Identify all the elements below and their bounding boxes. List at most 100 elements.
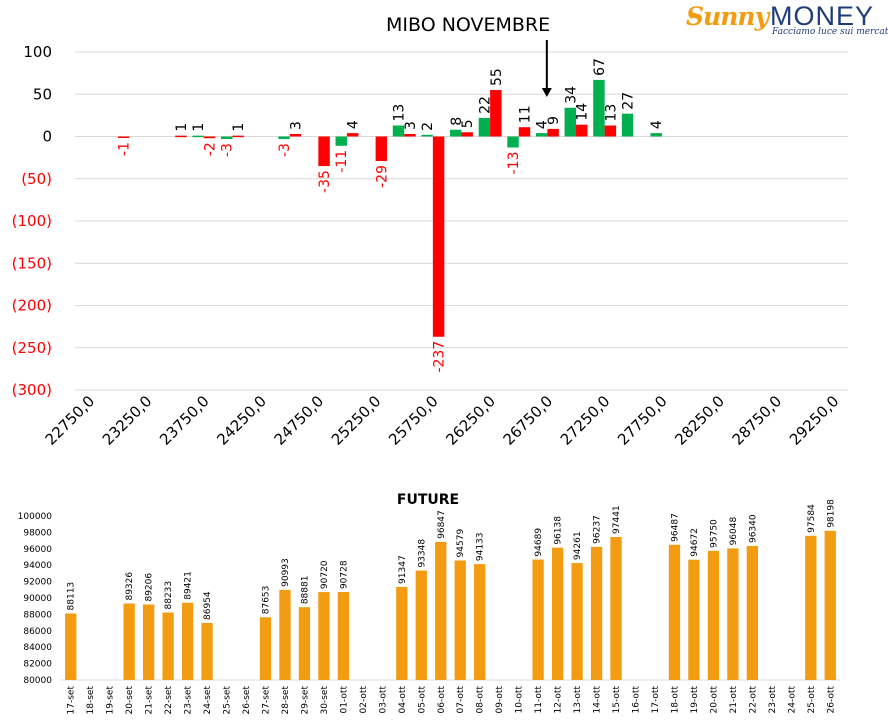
x-tick-label: 23750,0 — [156, 392, 213, 449]
future-bar — [746, 546, 759, 680]
put-bar — [117, 136, 130, 138]
put-bar — [375, 136, 388, 162]
put-data-label: 55 — [489, 68, 505, 86]
future-data-label: 94579 — [456, 529, 466, 558]
future-x-tick-label: 14-ott — [593, 686, 603, 714]
future-bar — [337, 592, 350, 680]
future-x-tick-label: 19-ott — [690, 686, 700, 714]
future-x-tick-label: 09-ott — [495, 686, 505, 714]
future-title: FUTURE — [397, 492, 459, 508]
sun-icon: ✺ — [688, 12, 696, 22]
call-bar — [478, 117, 491, 137]
future-data-label: 96237 — [593, 515, 603, 544]
put-bar — [432, 136, 445, 337]
y-tick-label: (200) — [12, 297, 52, 315]
put-data-label: 11 — [517, 105, 533, 123]
future-bar — [201, 622, 213, 680]
future-x-tick-label: 06-ott — [437, 686, 447, 714]
call-bar — [564, 107, 577, 137]
future-x-tick-label: 21-set — [145, 686, 155, 715]
y-tick-label: (300) — [12, 381, 52, 399]
future-data-label: 94672 — [690, 528, 700, 557]
sunny-money-logo: ✺ Sunny MONEY Facciamo luce sui mercati — [686, 1, 888, 42]
put-data-label: 4 — [346, 120, 362, 129]
future-data-label: 91347 — [398, 555, 408, 584]
put-bar — [604, 125, 617, 137]
call-bar — [278, 136, 290, 140]
annotation-arrow-head — [541, 88, 552, 97]
future-data-label: 89206 — [145, 573, 155, 602]
put-bar — [232, 135, 244, 138]
future-data-label: 97584 — [807, 504, 817, 533]
call-data-label: 4 — [649, 120, 665, 129]
x-tick-label: 26250,0 — [442, 392, 499, 449]
future-x-tick-label: 17-ott — [651, 686, 661, 714]
future-bar — [396, 586, 408, 680]
future-data-label: 90993 — [281, 558, 291, 587]
future-x-tick-label: 15-ott — [612, 686, 622, 714]
future-x-tick-label: 07-ott — [456, 686, 466, 714]
future-bar — [688, 559, 700, 680]
future-x-tick-label: 20-ott — [709, 686, 719, 714]
call-data-label: 8 — [449, 117, 465, 126]
put-data-label: 1 — [231, 123, 247, 132]
y-tick-label: (250) — [12, 339, 52, 357]
future-y-tick-label: 98000 — [23, 528, 52, 538]
call-data-label: 1 — [191, 123, 207, 132]
x-tick-label: 27750,0 — [614, 392, 671, 449]
put-data-label: 14 — [575, 103, 591, 121]
x-tick-label: 24250,0 — [213, 392, 270, 449]
future-bar — [65, 613, 77, 680]
call-bar — [621, 113, 634, 137]
call-data-label: 13 — [392, 104, 408, 122]
future-data-label: 94261 — [573, 531, 583, 560]
put-bar — [576, 124, 588, 137]
future-x-tick-label: 16-ott — [632, 686, 642, 714]
future-y-tick-label: 82000 — [23, 660, 52, 670]
x-tick-label: 25250,0 — [328, 392, 385, 449]
future-bar — [727, 548, 739, 680]
put-bar — [404, 133, 416, 137]
future-data-label: 96138 — [554, 516, 564, 545]
y-tick-label: 0 — [42, 128, 52, 146]
logo-sunny: Sunny — [686, 2, 769, 31]
call-bar — [421, 134, 433, 137]
future-data-label: 86954 — [203, 591, 213, 620]
future-data-label: 95750 — [709, 519, 719, 548]
call-data-label: 34 — [563, 86, 579, 104]
call-bar — [392, 125, 405, 137]
future-bar — [551, 547, 564, 680]
future-x-tick-label: 26-set — [242, 686, 252, 715]
future-data-label: 88233 — [164, 581, 174, 610]
future-x-tick-label: 20-set — [125, 686, 135, 715]
call-data-label: -3 — [277, 143, 293, 157]
future-bar — [474, 564, 486, 680]
put-bar — [203, 136, 216, 139]
future-bar — [142, 604, 155, 680]
future-x-tick-label: 27-set — [261, 686, 271, 715]
call-data-label: 22 — [477, 96, 493, 114]
future-x-tick-label: 29-set — [300, 686, 310, 715]
future-x-tick-label: 03-ott — [378, 686, 388, 714]
future-data-label: 96340 — [748, 514, 758, 543]
future-x-tick-label: 26-ott — [826, 686, 836, 714]
x-tick-label: 25750,0 — [385, 392, 442, 449]
future-bar — [298, 607, 311, 680]
y-tick-label: 50 — [33, 85, 52, 103]
put-data-label: -2 — [203, 142, 219, 156]
future-x-tick-label: 23-set — [184, 686, 194, 715]
call-bar — [650, 133, 662, 137]
future-data-label: 93348 — [417, 539, 427, 568]
call-data-label: 67 — [592, 58, 608, 76]
future-y-tick-label: 96000 — [23, 545, 52, 555]
future-x-tick-label: 01-ott — [339, 686, 349, 714]
future-x-tick-label: 18-set — [86, 686, 96, 715]
call-bar — [221, 136, 233, 140]
logo-money: MONEY — [770, 1, 875, 31]
future-bar — [454, 560, 466, 680]
future-data-label: 87653 — [261, 586, 271, 615]
put-data-label: 13 — [603, 104, 619, 122]
put-data-label: -29 — [374, 165, 390, 188]
future-x-tick-label: 05-ott — [417, 686, 427, 714]
future-y-tick-label: 86000 — [23, 627, 52, 637]
